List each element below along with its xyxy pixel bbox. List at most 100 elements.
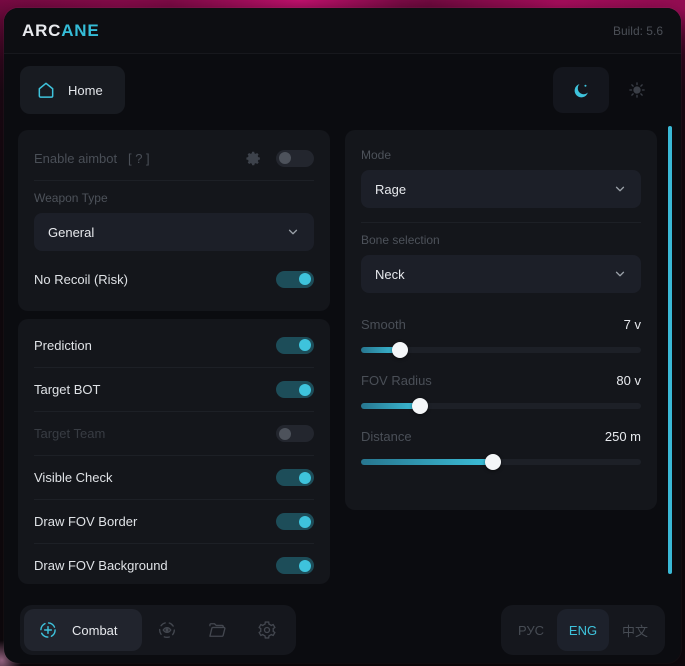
logo-prefix: ARC bbox=[22, 20, 62, 40]
folder-icon bbox=[207, 620, 227, 640]
draw-fov-border-toggle[interactable] bbox=[276, 513, 314, 530]
gear-icon bbox=[257, 620, 277, 640]
tab-settings[interactable] bbox=[242, 609, 292, 651]
no-recoil-toggle[interactable] bbox=[276, 270, 314, 288]
toggle-row: Prediction bbox=[34, 323, 314, 367]
category-tabs: Combat bbox=[20, 605, 296, 655]
chevron-down-icon bbox=[286, 225, 300, 239]
no-recoil-label: No Recoil (Risk) bbox=[34, 271, 128, 287]
toggle-knob bbox=[299, 339, 311, 351]
language-rus-button[interactable]: РУС bbox=[517, 622, 545, 638]
aimbot-settings-gear-icon[interactable] bbox=[245, 150, 262, 167]
bone-selection-value: Neck bbox=[375, 266, 405, 282]
title-bar: ARCANE Build: 5.6 bbox=[4, 8, 681, 54]
toggle-row-label: Target Team bbox=[34, 426, 106, 441]
theme-switcher bbox=[553, 67, 665, 113]
slider-handle[interactable] bbox=[484, 454, 501, 470]
sun-icon bbox=[628, 81, 646, 99]
app-logo: ARCANE bbox=[22, 21, 100, 41]
toggle-knob bbox=[279, 427, 291, 440]
toggles-card: Prediction Target BOT Target Team Visibl… bbox=[18, 319, 330, 584]
tab-visuals[interactable] bbox=[142, 609, 192, 651]
bone-selection-dropdown[interactable]: Neck bbox=[361, 255, 641, 293]
weapon-type-dropdown[interactable]: General bbox=[34, 213, 314, 251]
mode-value: Rage bbox=[375, 181, 407, 197]
fov-radius-label: FOV Radius bbox=[361, 372, 432, 388]
distance-slider-block: Distance 250 m bbox=[361, 421, 641, 470]
weapon-type-label: Weapon Type bbox=[34, 191, 108, 205]
toggle-row: Target Team bbox=[34, 411, 314, 455]
toggle-knob bbox=[299, 383, 311, 396]
dark-mode-button[interactable] bbox=[553, 67, 609, 113]
distance-slider[interactable] bbox=[361, 454, 641, 470]
mode-label: Mode bbox=[361, 148, 392, 162]
no-recoil-row: No Recoil (Risk) bbox=[34, 257, 314, 301]
mode-dropdown[interactable]: Rage bbox=[361, 170, 641, 208]
fov-radius-slider[interactable] bbox=[361, 398, 641, 414]
toggle-knob bbox=[299, 559, 311, 572]
smooth-value: 7 v bbox=[623, 316, 641, 332]
app-window: ARCANE Build: 5.6 Home bbox=[4, 8, 681, 663]
eye-scan-icon bbox=[157, 620, 177, 640]
mode-card: Mode Rage Bone selection Neck bbox=[345, 130, 657, 510]
prediction-toggle[interactable] bbox=[276, 336, 314, 354]
weapon-type-value: General bbox=[48, 224, 95, 240]
logo-suffix: ANE bbox=[61, 20, 100, 40]
toggle-row-label: Draw FOV Border bbox=[34, 514, 138, 529]
toggle-row-label: Visible Check bbox=[34, 470, 113, 485]
toggle-row: Target BOT bbox=[34, 367, 314, 411]
nav-bar: Home bbox=[4, 54, 681, 126]
fov-radius-slider-block: FOV Radius 80 v bbox=[361, 365, 641, 414]
crosshair-icon bbox=[38, 620, 58, 640]
bone-selection-label: Bone selection bbox=[361, 233, 440, 247]
target-team-toggle[interactable] bbox=[276, 425, 314, 442]
distance-value: 250 m bbox=[604, 428, 641, 444]
enable-aimbot-controls bbox=[245, 149, 314, 167]
enable-aimbot-toggle[interactable] bbox=[276, 149, 314, 167]
footer-bar: Combat bbox=[4, 597, 681, 663]
slider-fill bbox=[361, 398, 428, 414]
toggle-row-label: Target BOT bbox=[34, 382, 101, 397]
home-tab[interactable]: Home bbox=[20, 66, 125, 114]
slider-handle[interactable] bbox=[411, 398, 428, 414]
chevron-down-icon bbox=[613, 267, 627, 281]
light-mode-button[interactable] bbox=[609, 67, 665, 113]
language-eng-button[interactable]: ENG bbox=[557, 609, 609, 651]
chevron-down-icon bbox=[613, 182, 627, 196]
enable-aimbot-text: Enable aimbot bbox=[34, 150, 118, 166]
home-label: Home bbox=[68, 82, 103, 98]
enable-aimbot-label: Enable aimbot [ ? ] bbox=[34, 151, 150, 166]
tab-configs[interactable] bbox=[192, 609, 242, 651]
right-column: Mode Rage Bone selection Neck bbox=[345, 130, 657, 588]
distance-label: Distance bbox=[361, 428, 412, 444]
tab-combat[interactable]: Combat bbox=[24, 609, 142, 651]
toggle-knob bbox=[279, 152, 291, 164]
target-bot-toggle[interactable] bbox=[276, 381, 314, 398]
home-icon bbox=[36, 80, 56, 100]
help-hint[interactable]: [ ? ] bbox=[127, 150, 150, 166]
language-switcher: РУС ENG 中文 bbox=[501, 605, 665, 655]
aimbot-card: Enable aimbot [ ? ] Weapon Type Ge bbox=[18, 130, 330, 311]
divider bbox=[361, 222, 641, 223]
toggle-knob bbox=[299, 471, 311, 484]
language-zh-button[interactable]: 中文 bbox=[621, 623, 648, 639]
toggle-row-label: Draw FOV Background bbox=[34, 558, 168, 573]
toggle-knob bbox=[299, 273, 311, 285]
combat-label: Combat bbox=[72, 622, 118, 638]
slider-fill bbox=[361, 342, 409, 358]
slider-handle[interactable] bbox=[392, 342, 409, 358]
enable-aimbot-row: Enable aimbot [ ? ] bbox=[34, 136, 314, 180]
toggle-row: Visible Check bbox=[34, 455, 314, 499]
toggle-row-label: Prediction bbox=[34, 337, 92, 353]
smooth-label: Smooth bbox=[361, 316, 406, 332]
divider bbox=[34, 180, 314, 181]
draw-fov-background-toggle[interactable] bbox=[276, 557, 314, 574]
toggle-row: Draw FOV Border bbox=[34, 499, 314, 543]
toggle-row: Draw FOV Background bbox=[34, 543, 314, 584]
build-version: Build: 5.6 bbox=[612, 23, 663, 38]
toggle-knob bbox=[299, 515, 311, 528]
smooth-slider-block: Smooth 7 v bbox=[361, 309, 641, 358]
visible-check-toggle[interactable] bbox=[276, 469, 314, 486]
smooth-slider[interactable] bbox=[361, 342, 641, 358]
scrollbar[interactable] bbox=[668, 126, 672, 574]
